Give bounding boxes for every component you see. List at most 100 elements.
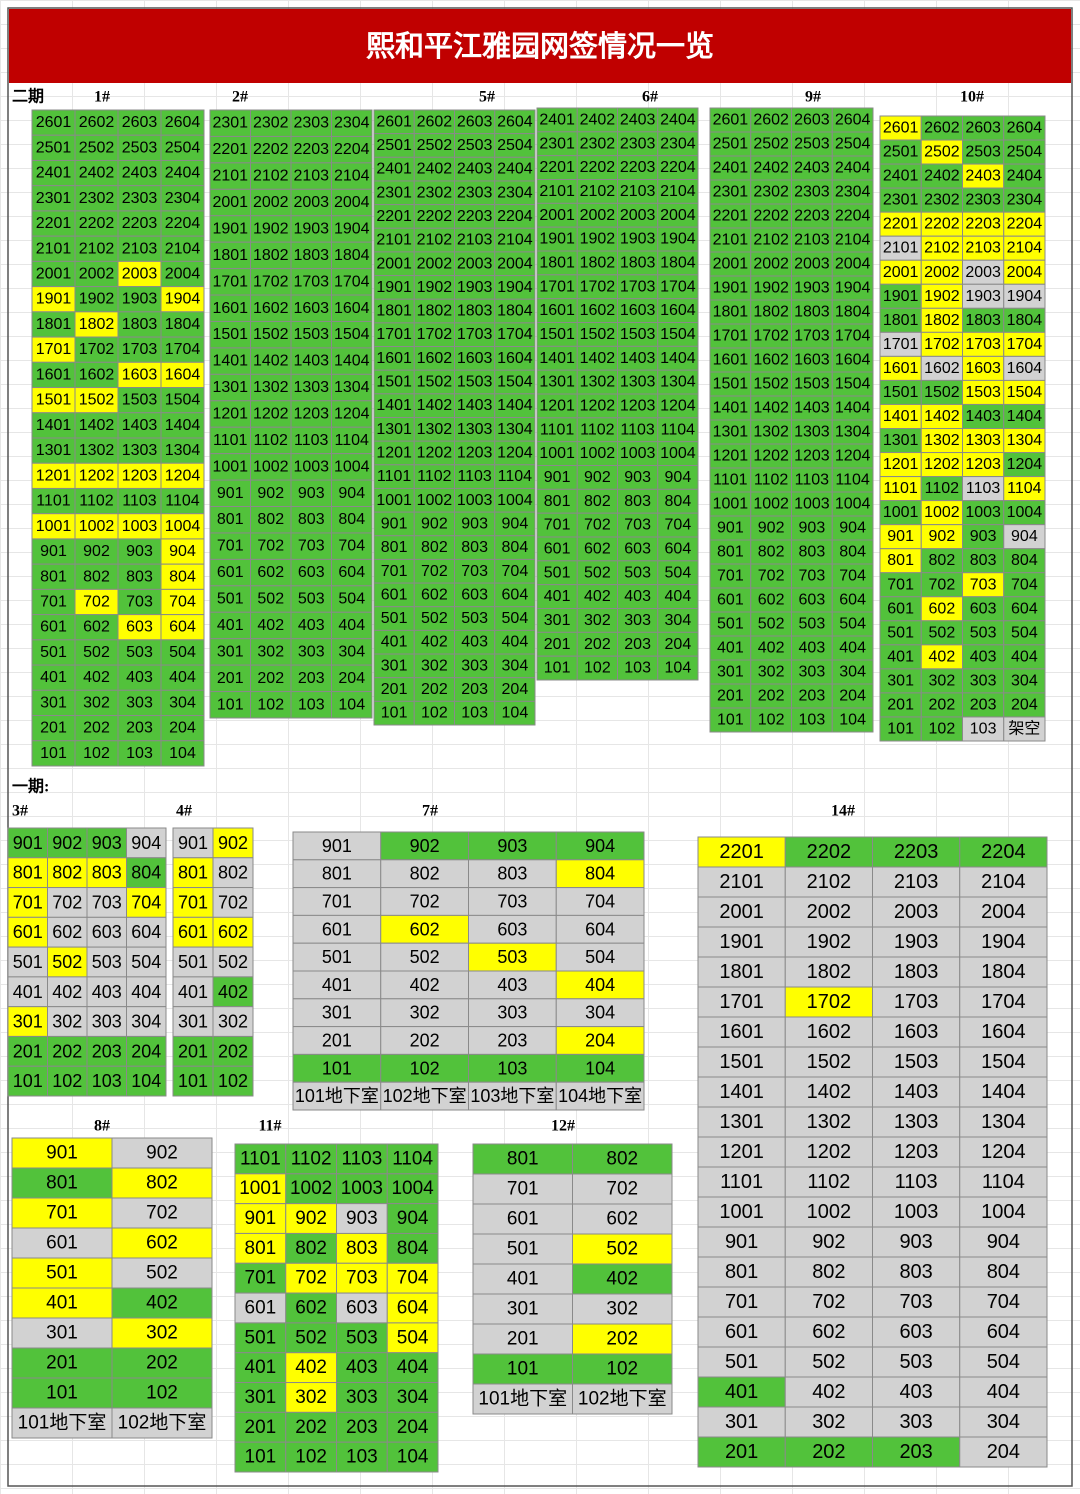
unit-number: 702 xyxy=(295,1268,327,1289)
unit-number: 2302 xyxy=(79,190,115,207)
unit-cell xyxy=(962,644,1005,670)
unit-cell xyxy=(290,638,332,666)
unit-number: 2103 xyxy=(894,871,939,893)
unit-number: 502 xyxy=(929,624,956,641)
unit-number: 302 xyxy=(83,694,110,711)
unit-number: 802 xyxy=(812,1261,845,1283)
unit-cell xyxy=(872,1436,961,1468)
unit-number: 202 xyxy=(257,670,284,687)
unit-number: 1604 xyxy=(334,300,370,317)
unit-number: 2201 xyxy=(713,208,749,225)
unit-number: 1003 xyxy=(457,492,493,509)
unit-number: 1002 xyxy=(417,492,453,509)
unit-number: 1504 xyxy=(497,374,533,391)
unit-number: 1802 xyxy=(753,304,789,321)
unit-cell xyxy=(160,639,205,666)
unit-number: 2201 xyxy=(539,159,575,176)
unit-number: 1403 xyxy=(122,417,158,434)
unit-number: 401 xyxy=(381,634,408,651)
unit-cell xyxy=(292,970,382,1000)
unit-number: 404 xyxy=(131,982,161,1002)
unit-number: 604 xyxy=(169,619,196,636)
unit-number: 1302 xyxy=(807,1111,852,1133)
unit-number: 704 xyxy=(502,563,529,580)
unit-number: 2003 xyxy=(894,901,939,923)
unit-cell xyxy=(920,259,963,285)
unit-number: 402 xyxy=(421,634,448,651)
unit-cell xyxy=(336,1232,388,1264)
unit-number: 1802 xyxy=(417,303,453,320)
unit-number: 504 xyxy=(987,1351,1020,1373)
unit-number: 904 xyxy=(665,469,692,486)
unit-number: 502 xyxy=(584,564,611,581)
unit-number: 603 xyxy=(92,922,122,942)
unit-number: 302 xyxy=(52,1012,82,1032)
unit-number: 403 xyxy=(298,617,325,634)
unit-number: 2004 xyxy=(660,207,696,224)
unit-number: 2001 xyxy=(212,194,248,211)
unit-number: 2501 xyxy=(36,139,72,156)
unit-cell xyxy=(1003,403,1046,430)
unit-number: 1602 xyxy=(253,300,289,317)
unit-number: 501 xyxy=(13,952,43,972)
unit-number: 801 xyxy=(178,863,208,883)
unit-number: 1503 xyxy=(457,374,493,391)
unit-number: 2101 xyxy=(719,871,764,893)
unit-cell xyxy=(74,462,119,489)
unit-number: 2602 xyxy=(417,113,453,130)
unit-cell xyxy=(380,914,469,944)
unit-cell xyxy=(1003,644,1046,670)
unit-number: 901 xyxy=(887,528,914,545)
unit-cell xyxy=(290,506,332,534)
unit-number: 1304 xyxy=(334,379,370,396)
unit-number: 102 xyxy=(584,660,611,677)
unit-number: 2403 xyxy=(122,165,158,182)
unit-number: 2402 xyxy=(924,168,960,185)
unit-number: 301 xyxy=(322,1003,352,1023)
unit-number: 302 xyxy=(812,1411,845,1433)
unit-cell xyxy=(386,1292,439,1324)
unit-number: 302 xyxy=(758,664,785,681)
unit-number: 501 xyxy=(217,591,244,608)
unit-number: 403 xyxy=(970,648,997,665)
unit-cell xyxy=(234,1411,287,1443)
unit-cell xyxy=(831,419,874,445)
unit-number: 801 xyxy=(13,863,43,883)
unit-cell xyxy=(117,639,162,666)
unit-number: 1803 xyxy=(457,303,493,320)
unit-cell xyxy=(784,1256,873,1288)
building-label: 6# xyxy=(642,89,658,106)
unit-cell xyxy=(468,942,557,972)
building-label: 3# xyxy=(12,803,28,820)
unit-number: 1903 xyxy=(457,279,493,296)
unit-number: 701 xyxy=(887,576,914,593)
unit-number: 2103 xyxy=(457,232,493,249)
unit-number: 2202 xyxy=(79,215,115,232)
unit-cell xyxy=(959,1196,1048,1228)
unit-number: 2202 xyxy=(417,208,453,225)
unit-cell xyxy=(285,1292,337,1324)
unit-cell xyxy=(831,491,874,517)
unit-number: 101 xyxy=(322,1058,352,1078)
unit-number: 102地下室 xyxy=(383,1086,467,1106)
unit-number: 1801 xyxy=(883,312,919,329)
unit-number: 603 xyxy=(461,586,488,603)
unit-number: 102 xyxy=(421,705,448,722)
unit-cell xyxy=(250,241,292,270)
unit-cell xyxy=(290,373,332,402)
unit-cell xyxy=(709,419,752,445)
unit-number: 2601 xyxy=(883,120,919,137)
unit-number: 802 xyxy=(929,552,956,569)
unit-number: 2202 xyxy=(924,216,960,233)
unit-number: 2603 xyxy=(457,113,493,130)
unit-number: 902 xyxy=(83,543,110,560)
unit-cell xyxy=(11,1137,113,1169)
building-label: 14# xyxy=(831,803,855,820)
unit-cell xyxy=(386,1322,439,1354)
unit-number: 902 xyxy=(584,469,611,486)
unit-number: 101 xyxy=(887,720,914,737)
unit-number: 2104 xyxy=(1007,240,1043,257)
unit-number: 1404 xyxy=(334,353,370,370)
unit-number: 1401 xyxy=(883,408,919,425)
unit-number: 101 xyxy=(40,745,67,762)
